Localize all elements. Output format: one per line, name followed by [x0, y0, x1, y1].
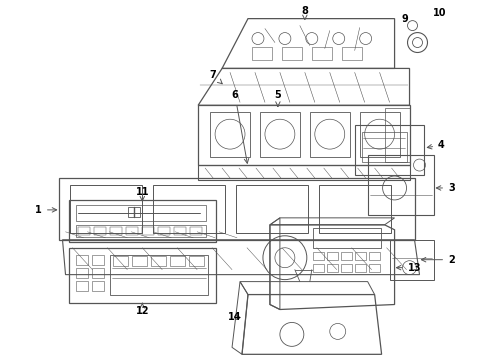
Bar: [132, 256, 147, 266]
Bar: [327, 264, 338, 272]
Bar: [190, 227, 202, 235]
Bar: [174, 227, 186, 235]
Bar: [126, 227, 138, 235]
Bar: [189, 256, 204, 266]
Text: 4: 4: [427, 140, 445, 150]
Text: 3: 3: [436, 183, 455, 193]
Bar: [319, 185, 391, 233]
Bar: [312, 46, 332, 60]
Bar: [310, 112, 350, 157]
Text: 1: 1: [35, 205, 57, 215]
Bar: [142, 227, 154, 235]
Text: 14: 14: [228, 312, 242, 323]
Bar: [93, 268, 104, 278]
Bar: [113, 256, 128, 266]
Bar: [170, 256, 185, 266]
Bar: [71, 185, 142, 233]
Bar: [69, 200, 216, 242]
Bar: [252, 46, 272, 60]
Bar: [313, 228, 381, 248]
Text: 10: 10: [433, 8, 446, 18]
Bar: [355, 264, 366, 272]
Bar: [282, 46, 302, 60]
Bar: [355, 252, 366, 260]
Bar: [69, 248, 216, 302]
Bar: [110, 255, 208, 294]
Bar: [236, 185, 308, 233]
Bar: [368, 252, 380, 260]
Bar: [362, 132, 407, 162]
Bar: [260, 112, 300, 157]
Bar: [93, 255, 104, 265]
Bar: [110, 227, 122, 235]
Text: 13: 13: [396, 263, 421, 273]
Bar: [341, 264, 352, 272]
Bar: [360, 112, 399, 157]
Bar: [93, 280, 104, 291]
Bar: [76, 225, 206, 237]
Bar: [76, 255, 89, 265]
Text: 5: 5: [274, 90, 281, 106]
Bar: [210, 112, 250, 157]
Text: 11: 11: [136, 187, 149, 201]
Bar: [342, 46, 362, 60]
Bar: [313, 264, 324, 272]
Bar: [313, 252, 324, 260]
Bar: [158, 227, 170, 235]
Bar: [128, 207, 140, 217]
Text: 6: 6: [232, 90, 249, 163]
Bar: [76, 205, 206, 221]
Bar: [341, 252, 352, 260]
Bar: [76, 280, 89, 291]
Bar: [327, 252, 338, 260]
Text: 2: 2: [421, 255, 455, 265]
Text: 8: 8: [301, 6, 308, 19]
Bar: [368, 264, 380, 272]
Bar: [78, 227, 91, 235]
Bar: [95, 227, 106, 235]
Bar: [76, 268, 89, 278]
Text: 12: 12: [136, 303, 149, 316]
Text: 9: 9: [401, 14, 408, 24]
Text: 7: 7: [210, 71, 222, 84]
Bar: [153, 185, 225, 233]
Bar: [151, 256, 166, 266]
